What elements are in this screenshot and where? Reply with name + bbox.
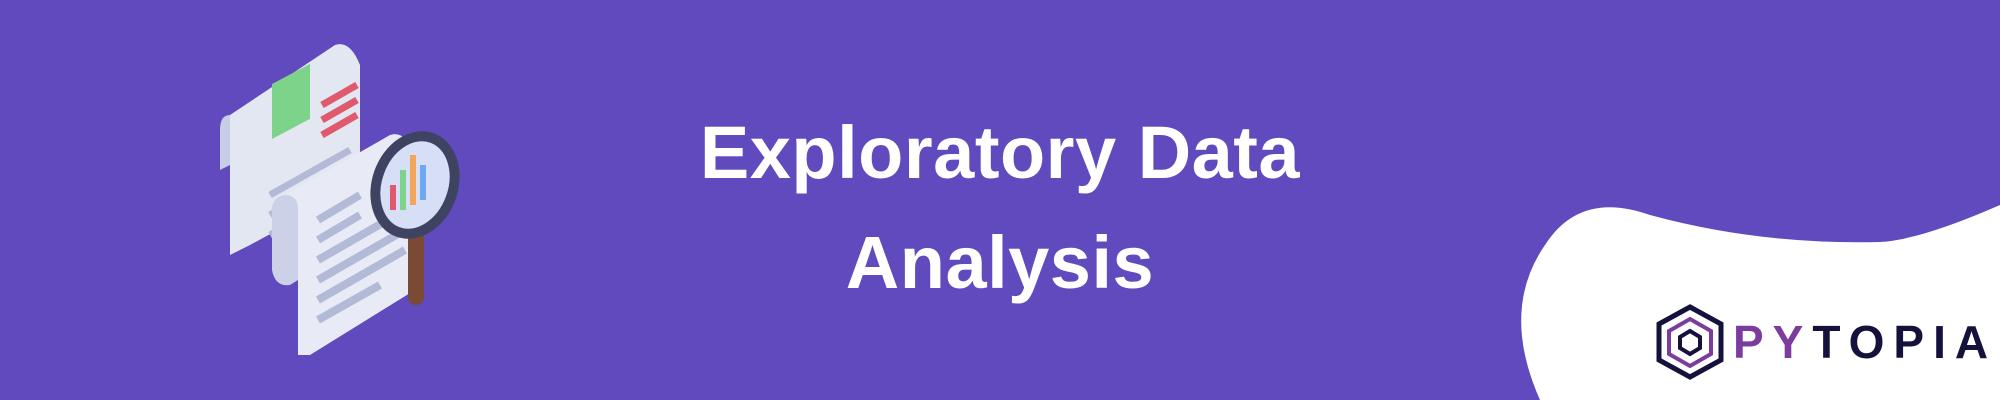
logo-text: PYTOPIA: [1733, 315, 1997, 369]
title-line-2: Analysis: [845, 221, 1155, 304]
page-title: Exploratory Data Analysis: [600, 98, 1400, 318]
pytopia-logo: PYTOPIA: [1655, 302, 1988, 382]
document-magnifier-icon: [220, 44, 460, 355]
corner-shape: [1521, 205, 2000, 400]
hexagon-logo-icon: [1656, 304, 1724, 380]
logo-text-rest: TOPIA: [1812, 316, 1998, 368]
logo-text-accent: PY: [1733, 316, 1813, 368]
title-line-1: Exploratory Data: [699, 111, 1301, 194]
